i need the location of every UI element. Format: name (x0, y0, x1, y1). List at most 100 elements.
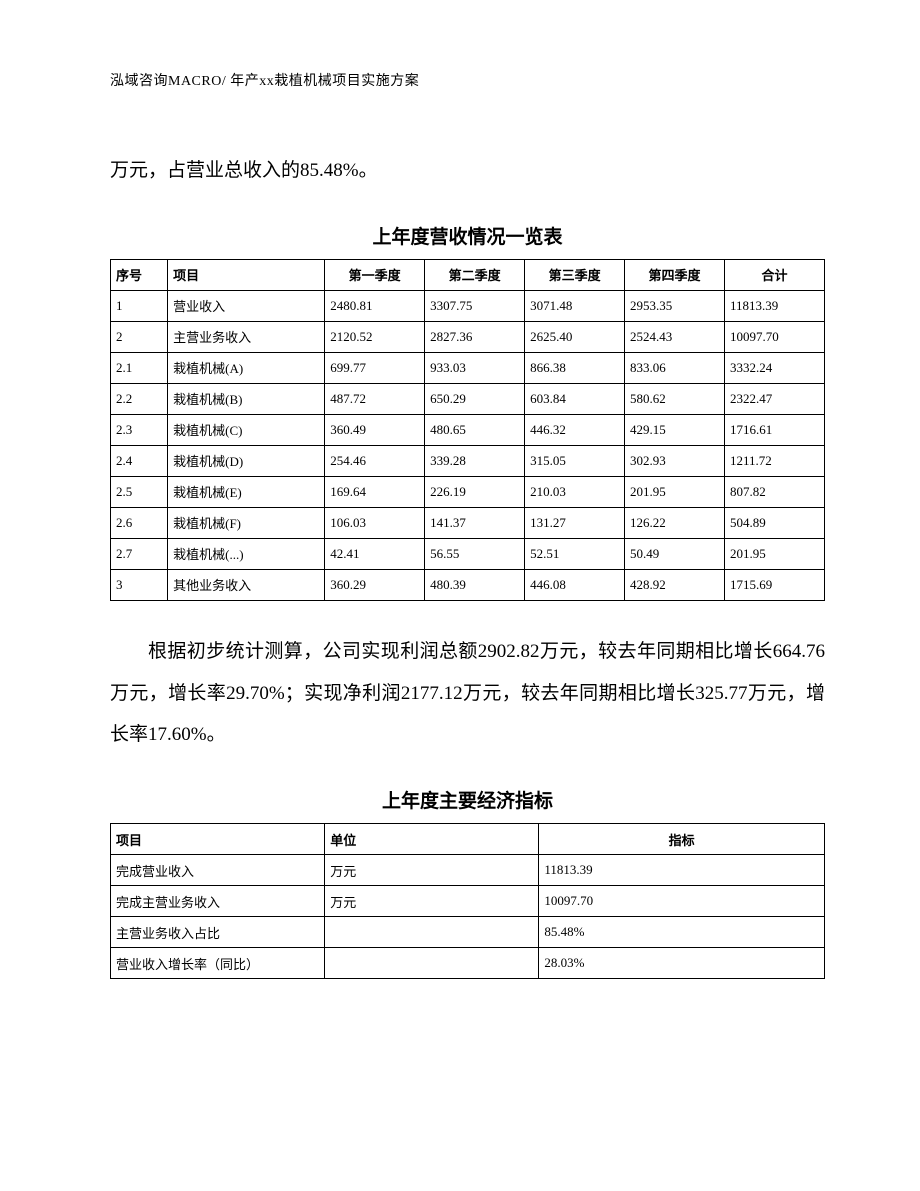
table-cell: 933.03 (425, 352, 525, 383)
table-cell: 2322.47 (725, 383, 825, 414)
table-cell: 2.6 (111, 507, 168, 538)
table-row: 序号 项目 第一季度 第二季度 第三季度 第四季度 合计 (111, 259, 825, 290)
table-cell: 56.55 (425, 538, 525, 569)
table-cell: 446.32 (525, 414, 625, 445)
table-cell: 1715.69 (725, 569, 825, 600)
table-cell: 201.95 (625, 476, 725, 507)
table-cell: 主营业务收入占比 (111, 917, 325, 948)
col-q2: 第二季度 (425, 259, 525, 290)
col-q1: 第一季度 (325, 259, 425, 290)
table-cell: 其他业务收入 (168, 569, 325, 600)
table-cell: 201.95 (725, 538, 825, 569)
table-cell: 栽植机械(...) (168, 538, 325, 569)
table-cell: 580.62 (625, 383, 725, 414)
table-row: 完成主营业务收入万元10097.70 (111, 886, 825, 917)
table-cell: 315.05 (525, 445, 625, 476)
table-row: 2.7栽植机械(...)42.4156.5552.5150.49201.95 (111, 538, 825, 569)
table-cell: 603.84 (525, 383, 625, 414)
table-cell: 栽植机械(F) (168, 507, 325, 538)
table-cell: 50.49 (625, 538, 725, 569)
table-cell: 504.89 (725, 507, 825, 538)
table-cell: 2625.40 (525, 321, 625, 352)
table1-title: 上年度营收情况一览表 (110, 222, 825, 249)
table-row: 2.1栽植机械(A)699.77933.03866.38833.063332.2… (111, 352, 825, 383)
table-cell: 106.03 (325, 507, 425, 538)
table-cell: 2.4 (111, 445, 168, 476)
col-indicator: 指标 (539, 824, 825, 855)
table-cell: 210.03 (525, 476, 625, 507)
table-row: 1营业收入2480.813307.753071.482953.3511813.3… (111, 290, 825, 321)
paragraph-1: 万元，占营业总收入的85.48%。 (110, 150, 825, 192)
table-cell: 11813.39 (725, 290, 825, 321)
table-cell: 3332.24 (725, 352, 825, 383)
table-cell: 栽植机械(C) (168, 414, 325, 445)
table-cell: 10097.70 (725, 321, 825, 352)
table-cell: 141.37 (425, 507, 525, 538)
table-cell: 480.65 (425, 414, 525, 445)
table-indicators: 项目 单位 指标 完成营业收入万元11813.39完成主营业务收入万元10097… (110, 823, 825, 979)
table-cell: 完成主营业务收入 (111, 886, 325, 917)
table-cell: 254.46 (325, 445, 425, 476)
table-row: 项目 单位 指标 (111, 824, 825, 855)
table-cell: 85.48% (539, 917, 825, 948)
table-cell: 52.51 (525, 538, 625, 569)
table-cell: 2480.81 (325, 290, 425, 321)
table-cell: 11813.39 (539, 855, 825, 886)
table-cell: 833.06 (625, 352, 725, 383)
table-cell: 2120.52 (325, 321, 425, 352)
table-cell: 2.1 (111, 352, 168, 383)
col-total: 合计 (725, 259, 825, 290)
page: 泓域咨询MACRO/ 年产xx栽植机械项目实施方案 万元，占营业总收入的85.4… (0, 0, 920, 1191)
table-cell: 28.03% (539, 948, 825, 979)
table-cell: 42.41 (325, 538, 425, 569)
col-item: 项目 (168, 259, 325, 290)
table-cell: 699.77 (325, 352, 425, 383)
table-cell: 主营业务收入 (168, 321, 325, 352)
table-cell: 650.29 (425, 383, 525, 414)
table-cell: 807.82 (725, 476, 825, 507)
table-cell: 429.15 (625, 414, 725, 445)
table-row: 营业收入增长率（同比） 28.03% (111, 948, 825, 979)
col-seq: 序号 (111, 259, 168, 290)
col-q4: 第四季度 (625, 259, 725, 290)
table-row: 2.6栽植机械(F)106.03141.37131.27126.22504.89 (111, 507, 825, 538)
table-cell: 2.7 (111, 538, 168, 569)
col-q3: 第三季度 (525, 259, 625, 290)
page-header: 泓域咨询MACRO/ 年产xx栽植机械项目实施方案 (110, 70, 825, 90)
table-cell: 栽植机械(E) (168, 476, 325, 507)
table-cell: 480.39 (425, 569, 525, 600)
table-cell: 339.28 (425, 445, 525, 476)
table-cell: 2524.43 (625, 321, 725, 352)
table-cell: 169.64 (325, 476, 425, 507)
table-cell: 428.92 (625, 569, 725, 600)
table-cell: 302.93 (625, 445, 725, 476)
table-row: 主营业务收入占比 85.48% (111, 917, 825, 948)
table-cell: 360.49 (325, 414, 425, 445)
table-cell: 360.29 (325, 569, 425, 600)
table-cell: 1716.61 (725, 414, 825, 445)
table2-title: 上年度主要经济指标 (110, 786, 825, 813)
table-cell: 完成营业收入 (111, 855, 325, 886)
table-cell: 2.2 (111, 383, 168, 414)
table-row: 2.3栽植机械(C)360.49480.65446.32429.151716.6… (111, 414, 825, 445)
table-cell: 3 (111, 569, 168, 600)
table-cell: 446.08 (525, 569, 625, 600)
table-cell (325, 917, 539, 948)
table-cell: 栽植机械(D) (168, 445, 325, 476)
table-cell: 营业收入增长率（同比） (111, 948, 325, 979)
paragraph-2: 根据初步统计测算，公司实现利润总额2902.82万元，较去年同期相比增长664.… (110, 631, 825, 756)
table-row: 完成营业收入万元11813.39 (111, 855, 825, 886)
table-cell: 2 (111, 321, 168, 352)
table-cell: 万元 (325, 855, 539, 886)
table-cell: 栽植机械(B) (168, 383, 325, 414)
table-row: 2.2栽植机械(B)487.72650.29603.84580.622322.4… (111, 383, 825, 414)
table-row: 3其他业务收入360.29480.39446.08428.921715.69 (111, 569, 825, 600)
table-cell: 866.38 (525, 352, 625, 383)
table-cell: 487.72 (325, 383, 425, 414)
col-unit: 单位 (325, 824, 539, 855)
table-cell: 131.27 (525, 507, 625, 538)
table-cell (325, 948, 539, 979)
col-project: 项目 (111, 824, 325, 855)
table-cell: 营业收入 (168, 290, 325, 321)
table-cell: 226.19 (425, 476, 525, 507)
